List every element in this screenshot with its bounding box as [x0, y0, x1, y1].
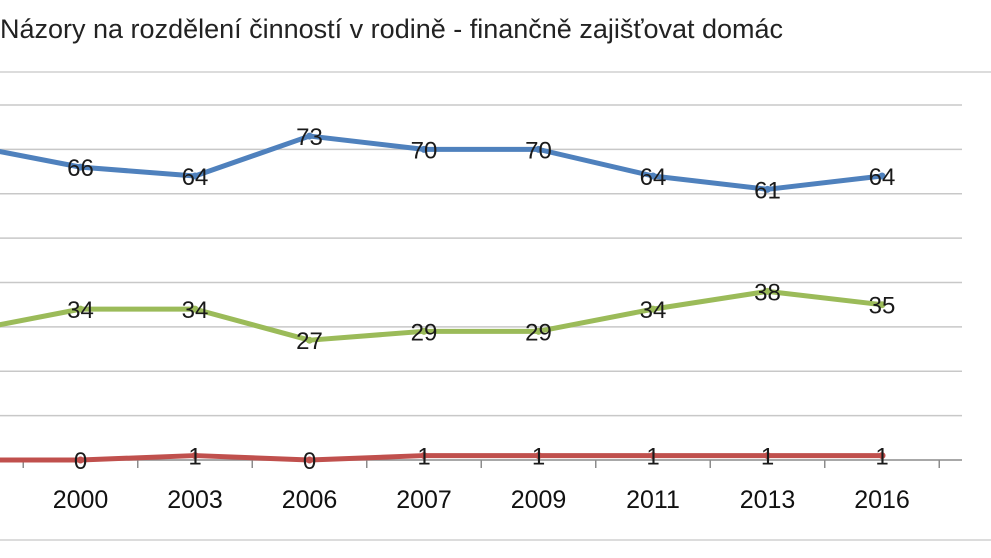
data-label: 27 [296, 328, 323, 355]
data-label: 34 [67, 297, 94, 324]
data-label: 29 [411, 319, 438, 346]
data-label: 35 [869, 293, 896, 320]
data-point [77, 163, 84, 171]
data-label: 1 [417, 444, 430, 471]
data-point [535, 327, 542, 335]
data-label: 0 [303, 448, 316, 475]
x-axis: 2000 2003 2006 2007 2009 2011 2013 2016 [0, 459, 962, 514]
gridlines [0, 104, 962, 417]
x-tick-label: 2011 [626, 486, 680, 514]
chart-title: Názory na rozdělení činností v rodině - … [0, 14, 784, 44]
data-point [764, 287, 771, 295]
data-label: 34 [640, 297, 667, 324]
data-point [764, 452, 771, 460]
x-tick-label: 2013 [740, 486, 796, 514]
data-point [306, 132, 313, 140]
data-label: 1 [532, 444, 545, 471]
data-label: 66 [67, 155, 94, 182]
x-tick-label: 2009 [511, 486, 567, 514]
data-point [191, 305, 199, 313]
data-label: 64 [640, 164, 667, 191]
data-point [878, 301, 886, 309]
data-label: 64 [182, 164, 209, 191]
x-tick-label: 2003 [167, 486, 223, 514]
data-point [535, 452, 542, 460]
data-point [535, 145, 542, 153]
data-point [306, 336, 313, 344]
data-label: 1 [761, 444, 774, 471]
data-label: 1 [188, 444, 201, 471]
data-point [878, 452, 886, 460]
data-point [420, 327, 428, 335]
data-point [420, 145, 428, 153]
data-point [878, 172, 886, 180]
data-point [649, 452, 657, 460]
data-point [420, 452, 428, 460]
x-tick-label: 2016 [854, 486, 910, 514]
data-label: 64 [869, 164, 896, 191]
data-label: 1 [646, 444, 659, 471]
data-point [77, 305, 84, 313]
data-label: 34 [182, 297, 209, 324]
data-point [764, 185, 771, 193]
data-point [649, 305, 657, 313]
data-label: 38 [754, 279, 781, 306]
data-labels: 66 64 73 70 70 64 61 64 34 34 27 29 29 34 38 35 0 1 0 1 1 1 1 1 [67, 124, 895, 475]
data-label: 70 [525, 137, 552, 164]
data-point [649, 172, 657, 180]
data-label: 70 [411, 137, 438, 164]
data-label: 0 [74, 448, 87, 475]
data-point [191, 452, 199, 460]
data-point [191, 172, 199, 180]
x-tick-label: 2000 [53, 486, 109, 514]
series-group [0, 132, 886, 464]
x-tick-label: 2007 [396, 486, 452, 514]
data-label: 1 [875, 444, 888, 471]
data-label: 73 [296, 124, 323, 151]
series-line-1 [0, 133, 885, 192]
data-label: 29 [525, 319, 552, 346]
x-tick-label: 2006 [282, 486, 338, 514]
data-point [77, 456, 84, 464]
data-label: 61 [754, 177, 781, 204]
data-point [306, 456, 313, 464]
series-line-2 [0, 288, 885, 343]
